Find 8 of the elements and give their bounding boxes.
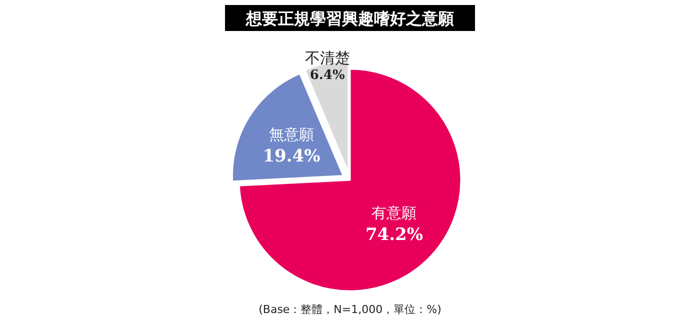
chart-title: 想要正規學習興趣嗜好之意願 (245, 9, 454, 28)
slice-label: 不清楚 (304, 48, 350, 67)
slice-label: 有意願 (372, 204, 417, 222)
data-label: 19.4% (262, 146, 320, 166)
slice-label: 無意願 (268, 125, 314, 144)
text: (Base：整體，N=1,000，單位：%) (258, 303, 442, 316)
data-label: 74.2% (365, 225, 424, 246)
data-label: 6.4% (310, 68, 346, 83)
